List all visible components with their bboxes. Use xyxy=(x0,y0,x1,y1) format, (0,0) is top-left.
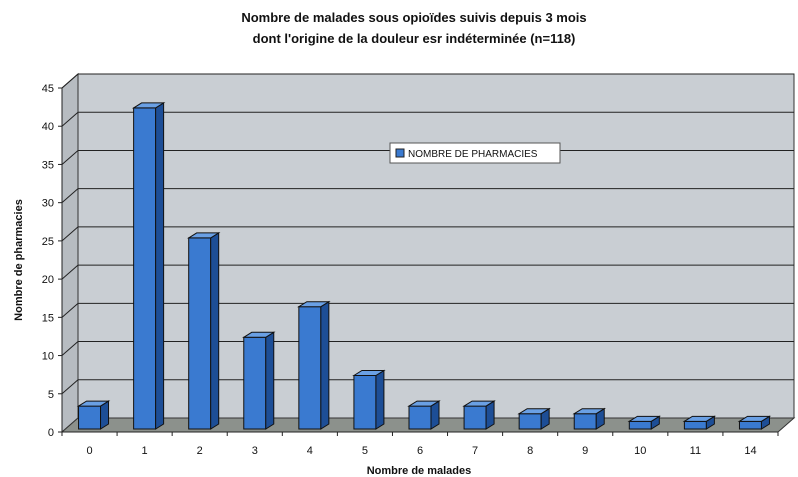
x-tick-label-14: 14 xyxy=(744,445,756,457)
x-axis-ticks: 0 1 2 3 4 5 6 7 8 9 10 11 14 xyxy=(61,431,779,457)
legend-box xyxy=(389,142,561,164)
bar-2 xyxy=(186,231,221,430)
bar-top-11 xyxy=(682,415,717,422)
y-tick-label-20: 20 xyxy=(42,274,54,286)
x-tick-label-5: 5 xyxy=(362,445,368,457)
bar-top-0 xyxy=(76,400,111,407)
bar-8 xyxy=(517,407,551,430)
x-tick-label-6: 6 xyxy=(417,445,423,457)
gridline-side-45 xyxy=(61,73,79,89)
plot-area xyxy=(60,72,796,434)
x-tick-label-7: 7 xyxy=(472,445,478,457)
plot-back-wall xyxy=(77,73,795,419)
bar-4 xyxy=(297,300,331,430)
bar-front-1 xyxy=(133,107,157,430)
bar-side-5 xyxy=(375,369,385,430)
y-tick-label-25: 25 xyxy=(42,236,54,248)
y-tick-label-30: 30 xyxy=(42,198,54,210)
bar-side-2 xyxy=(210,231,220,430)
bar-front-11 xyxy=(683,420,707,430)
y-tick-label-45: 45 xyxy=(42,83,54,95)
x-tick-label-4: 4 xyxy=(307,445,313,457)
legend: NOMBRE DE PHARMACIES xyxy=(389,142,561,164)
x-tick-label-8: 8 xyxy=(527,445,533,457)
bar-side-3 xyxy=(265,331,275,430)
x-tick-label-3: 3 xyxy=(252,445,258,457)
x-tick-label-11: 11 xyxy=(690,445,701,457)
gridline-side-5 xyxy=(61,379,79,395)
x-tick-label-1: 1 xyxy=(142,445,148,457)
bar-top-9 xyxy=(572,408,606,415)
gridline-side-35 xyxy=(61,150,79,165)
bar-front-0 xyxy=(78,405,102,430)
y-axis-ticks: 0 5 10 15 20 25 30 35 40 45 xyxy=(42,83,63,439)
chart-title-line-2: dont l'origine de la douleur esr indéter… xyxy=(253,31,576,46)
bar-9 xyxy=(572,407,606,430)
bar-side-4 xyxy=(320,300,330,430)
bar-front-10 xyxy=(628,420,652,430)
bar-6 xyxy=(407,400,441,430)
x-tick-label-10: 10 xyxy=(634,445,646,457)
gridline-side-10 xyxy=(61,341,79,356)
bar-10 xyxy=(627,415,662,430)
gridline-side-40 xyxy=(61,111,79,127)
bar-top-8 xyxy=(517,408,551,415)
bar-top-5 xyxy=(352,369,386,376)
y-axis-label: Nombre de pharmacies xyxy=(13,199,25,321)
bar-front-8 xyxy=(518,413,542,430)
chart-title-line-1: Nombre de malades sous opioïdes suivis d… xyxy=(241,10,586,25)
bar-front-3 xyxy=(243,336,267,430)
bar-14 xyxy=(737,415,772,430)
y-tick-label-15: 15 xyxy=(42,312,54,324)
bar-top-6 xyxy=(407,400,441,407)
bar-front-4 xyxy=(298,306,322,430)
bar-front-9 xyxy=(573,413,597,430)
gridline-side-30 xyxy=(61,188,79,204)
y-tick-label-10: 10 xyxy=(42,351,54,363)
x-tick-label-9: 9 xyxy=(582,445,588,457)
bar-front-14 xyxy=(738,420,762,430)
gridline-side-25 xyxy=(61,226,79,242)
bar-7 xyxy=(462,400,496,430)
legend-swatch xyxy=(395,148,405,158)
gridline-side-15 xyxy=(61,302,79,318)
bars xyxy=(76,102,772,430)
bar-top-1 xyxy=(131,102,166,109)
bar-top-10 xyxy=(627,415,662,422)
bar-0 xyxy=(76,400,111,430)
legend-label: NOMBRE DE PHARMACIES xyxy=(408,149,538,160)
bar-front-2 xyxy=(188,237,212,430)
bar-front-6 xyxy=(408,405,432,430)
y-tick-label-35: 35 xyxy=(42,159,54,171)
gridline-side-20 xyxy=(61,264,79,280)
bar-front-5 xyxy=(353,374,377,430)
bar-top-2 xyxy=(186,232,221,239)
x-tick-label-2: 2 xyxy=(197,445,203,457)
bar-1 xyxy=(131,102,166,430)
y-tick-label-40: 40 xyxy=(42,121,54,133)
x-axis-label: Nombre de malades xyxy=(367,465,472,477)
plot-side-wall xyxy=(61,72,79,434)
bar-front-7 xyxy=(463,405,487,430)
y-tick-label-5: 5 xyxy=(48,389,54,401)
bar-11 xyxy=(682,415,717,430)
bar-side-1 xyxy=(155,102,165,430)
bar-top-14 xyxy=(737,415,772,422)
bar-top-4 xyxy=(297,301,331,308)
y-tick-label-0: 0 xyxy=(48,427,54,439)
bar-top-3 xyxy=(242,331,276,338)
bar-top-7 xyxy=(462,400,496,407)
x-tick-label-0: 0 xyxy=(86,445,92,457)
bar-5 xyxy=(352,369,386,430)
bar-3 xyxy=(242,331,276,430)
